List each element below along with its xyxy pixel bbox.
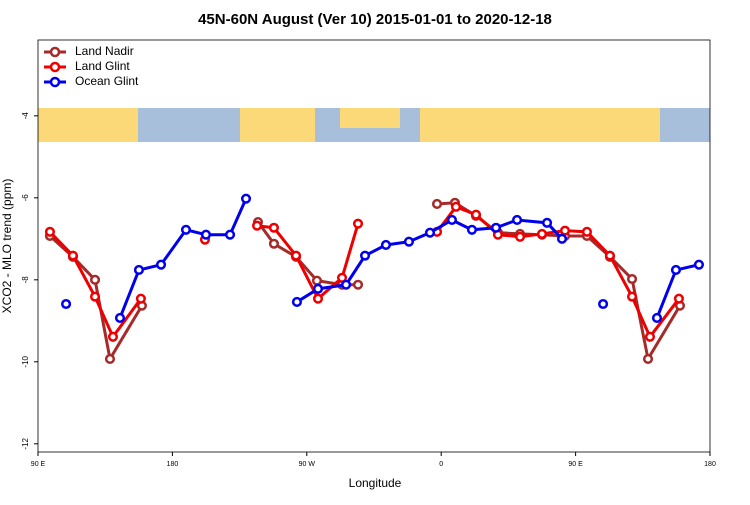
point bbox=[642, 353, 654, 364]
series-line bbox=[48, 201, 682, 364]
point bbox=[673, 293, 684, 304]
point bbox=[604, 250, 615, 261]
point bbox=[312, 283, 324, 294]
point bbox=[514, 231, 526, 242]
y-tick-label: -12 bbox=[21, 437, 30, 449]
legend-marker bbox=[49, 46, 61, 58]
point bbox=[114, 312, 126, 323]
point bbox=[598, 298, 609, 310]
x-tick-label: 180 bbox=[704, 461, 716, 468]
point bbox=[336, 272, 348, 283]
point bbox=[556, 233, 568, 244]
point bbox=[424, 227, 436, 238]
y-tick-label: -8 bbox=[21, 276, 30, 284]
y-tick-label: -6 bbox=[21, 194, 30, 202]
point bbox=[252, 220, 263, 231]
point bbox=[644, 331, 656, 342]
x-tick-label: 90 E bbox=[31, 461, 46, 468]
x-tick-label: 0 bbox=[439, 461, 443, 468]
point bbox=[536, 228, 548, 239]
point bbox=[693, 259, 704, 270]
chart-title: 45N-60N August (Ver 10) 2015-01-01 to 20… bbox=[198, 11, 552, 28]
y-tick-label: -10 bbox=[21, 355, 30, 367]
point bbox=[341, 279, 352, 290]
point bbox=[312, 293, 324, 304]
point bbox=[311, 275, 323, 286]
point bbox=[559, 225, 571, 236]
point bbox=[542, 217, 553, 228]
point bbox=[291, 296, 302, 308]
point bbox=[240, 193, 252, 204]
point bbox=[626, 273, 638, 285]
point bbox=[156, 259, 167, 270]
point bbox=[446, 214, 458, 226]
point bbox=[670, 264, 682, 276]
point bbox=[67, 250, 78, 261]
point bbox=[490, 222, 502, 233]
point bbox=[512, 214, 523, 226]
point bbox=[200, 229, 212, 240]
y-tick-label: -4 bbox=[21, 112, 30, 120]
point bbox=[466, 224, 478, 235]
point bbox=[403, 236, 414, 247]
point bbox=[89, 291, 101, 302]
point bbox=[352, 218, 364, 229]
plot-frame bbox=[37, 39, 711, 453]
y-axis-label: XCO2 - MLO trend (ppm) bbox=[0, 179, 14, 314]
point bbox=[290, 250, 302, 261]
legend-label: Land Nadir bbox=[75, 44, 134, 58]
map-strip bbox=[38, 108, 710, 142]
point bbox=[61, 298, 72, 310]
x-tick-label: 90 E bbox=[568, 461, 583, 468]
point bbox=[180, 224, 192, 235]
point bbox=[470, 209, 482, 220]
point bbox=[224, 229, 236, 240]
x-tick-label: 180 bbox=[167, 461, 179, 468]
point bbox=[104, 353, 116, 364]
legend-label: Land Glint bbox=[75, 59, 130, 73]
x-axis-label: Longitude bbox=[349, 476, 402, 490]
point bbox=[359, 250, 371, 261]
series-line bbox=[48, 205, 681, 340]
point bbox=[431, 198, 443, 210]
point bbox=[133, 264, 144, 276]
point bbox=[380, 239, 391, 251]
point bbox=[651, 312, 663, 323]
point bbox=[581, 226, 592, 237]
point bbox=[135, 293, 146, 304]
legend-marker bbox=[49, 61, 61, 73]
point bbox=[450, 201, 462, 212]
x-tick-label: 90 W bbox=[299, 461, 316, 468]
legend-marker bbox=[49, 76, 61, 88]
point bbox=[626, 291, 638, 302]
point bbox=[352, 279, 364, 290]
legend-label: Ocean Glint bbox=[75, 74, 139, 88]
point bbox=[268, 238, 279, 249]
point bbox=[44, 226, 55, 237]
point bbox=[268, 222, 279, 233]
point bbox=[107, 331, 119, 342]
point bbox=[89, 274, 101, 285]
